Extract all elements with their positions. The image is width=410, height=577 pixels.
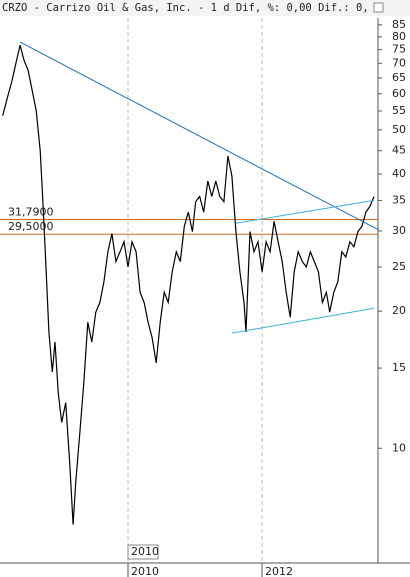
chart-title: CRZO - Carrizo Oil & Gas, Inc. - 1 d Dif… (2, 2, 388, 14)
y-tick-label: 50 (392, 123, 406, 136)
y-tick-label: 45 (392, 144, 406, 157)
y-tick-label: 55 (392, 104, 406, 117)
y-tick-label: 35 (392, 193, 406, 206)
level-label: 29,5000 (8, 220, 54, 233)
y-tick-label: 65 (392, 71, 406, 84)
y-tick-label: 25 (392, 260, 406, 273)
trendline (235, 199, 375, 224)
trendline (19, 41, 379, 231)
x-tick-label: 2010 (131, 565, 159, 577)
trendline (231, 307, 375, 334)
window-button[interactable] (373, 2, 384, 13)
y-tick-label: 30 (392, 224, 406, 237)
y-tick-label: 80 (392, 30, 406, 43)
x-tick-label: 2012 (265, 565, 293, 577)
y-tick-label: 70 (392, 56, 406, 69)
y-tick-label: 60 (392, 87, 406, 100)
y-tick-label: 75 (392, 43, 406, 56)
cursor-label-box (127, 544, 159, 560)
y-tick-label: 15 (392, 361, 406, 374)
y-tick-label: 20 (392, 304, 406, 317)
price-line (2, 45, 375, 525)
y-tick-label: 10 (392, 441, 406, 454)
cursor-label: 2010 (131, 545, 159, 558)
title-bar (0, 0, 410, 16)
y-tick-label: 40 (392, 167, 406, 180)
y-tick-label: 85 (392, 18, 406, 31)
level-label: 31,7900 (8, 205, 54, 218)
